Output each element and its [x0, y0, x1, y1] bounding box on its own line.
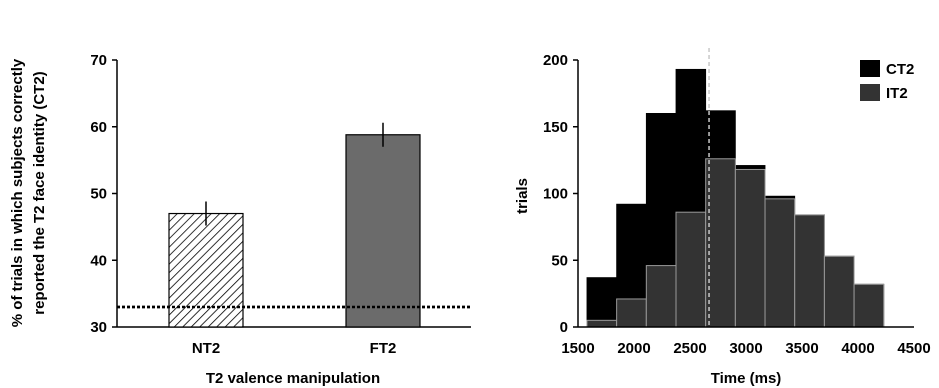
right-bar-it2 [823, 255, 855, 328]
right-x-tick-label: 4000 [841, 340, 874, 357]
right-y-tick-label: 50 [551, 252, 568, 269]
right-x-tick-label: 2000 [617, 340, 650, 357]
right-x-axis-label: Time (ms) [711, 370, 782, 387]
right-bar-it2 [794, 214, 825, 328]
right-histogram-chart: trials 0 50 100 150 200 1500 2000 2500 3000 3500 4… [514, 48, 931, 387]
left-y-axis-label-line2: reported the T2 face identity (CT2) [31, 71, 48, 314]
right-x-tick-label: 3500 [785, 340, 818, 357]
legend: CT2 IT2 [860, 60, 914, 102]
legend-label-it2: IT2 [886, 85, 908, 102]
left-x-tick-label: NT2 [192, 340, 220, 357]
right-bar-it2 [645, 265, 677, 328]
right-bar-it2 [853, 283, 885, 328]
left-y-tick-label: 40 [90, 252, 107, 269]
left-y-tick-label: 30 [90, 319, 107, 336]
right-bar-it2 [764, 198, 796, 328]
right-plot-area: 0 50 100 150 200 1500 2000 2500 3000 3500 4000 4500 [543, 48, 931, 357]
right-y-tick-label: 200 [543, 52, 568, 69]
legend-swatch-ct2 [860, 60, 880, 77]
left-x-axis-label: T2 valence manipulation [206, 370, 380, 387]
left-y-axis-label-line1: % of trials in which subjects correctly [9, 58, 26, 327]
right-x-tick-label: 2500 [673, 340, 706, 357]
right-bar-it2 [705, 158, 736, 328]
right-y-tick-label: 100 [543, 186, 568, 203]
left-bar-nt2 [168, 212, 244, 328]
left-y-tick-label: 50 [90, 186, 107, 203]
left-bar-ft2 [345, 134, 421, 328]
left-bar-chart: % of trials in which subjects correctly … [9, 52, 471, 387]
left-x-tick-label: FT2 [370, 340, 397, 357]
right-bar-it2 [616, 298, 647, 328]
right-y-tick-label: 150 [543, 119, 568, 136]
right-x-tick-label: 3000 [729, 340, 762, 357]
right-x-tick-label: 4500 [897, 340, 930, 357]
legend-label-ct2: CT2 [886, 61, 914, 78]
right-bar-it2 [734, 168, 766, 328]
right-bar-it2 [675, 211, 707, 328]
right-y-tick-label: 0 [560, 319, 568, 336]
left-y-tick-label: 60 [90, 119, 107, 136]
legend-swatch-it2 [860, 84, 880, 101]
left-plot-area: 30 40 50 60 70 NT2 FT2 [90, 52, 471, 357]
right-y-axis-label: trials [514, 178, 531, 214]
left-y-tick-label: 70 [90, 52, 107, 69]
right-x-tick-label: 1500 [561, 340, 594, 357]
right-bar-ct2 [586, 277, 618, 328]
right-bar-it2 [586, 319, 618, 328]
